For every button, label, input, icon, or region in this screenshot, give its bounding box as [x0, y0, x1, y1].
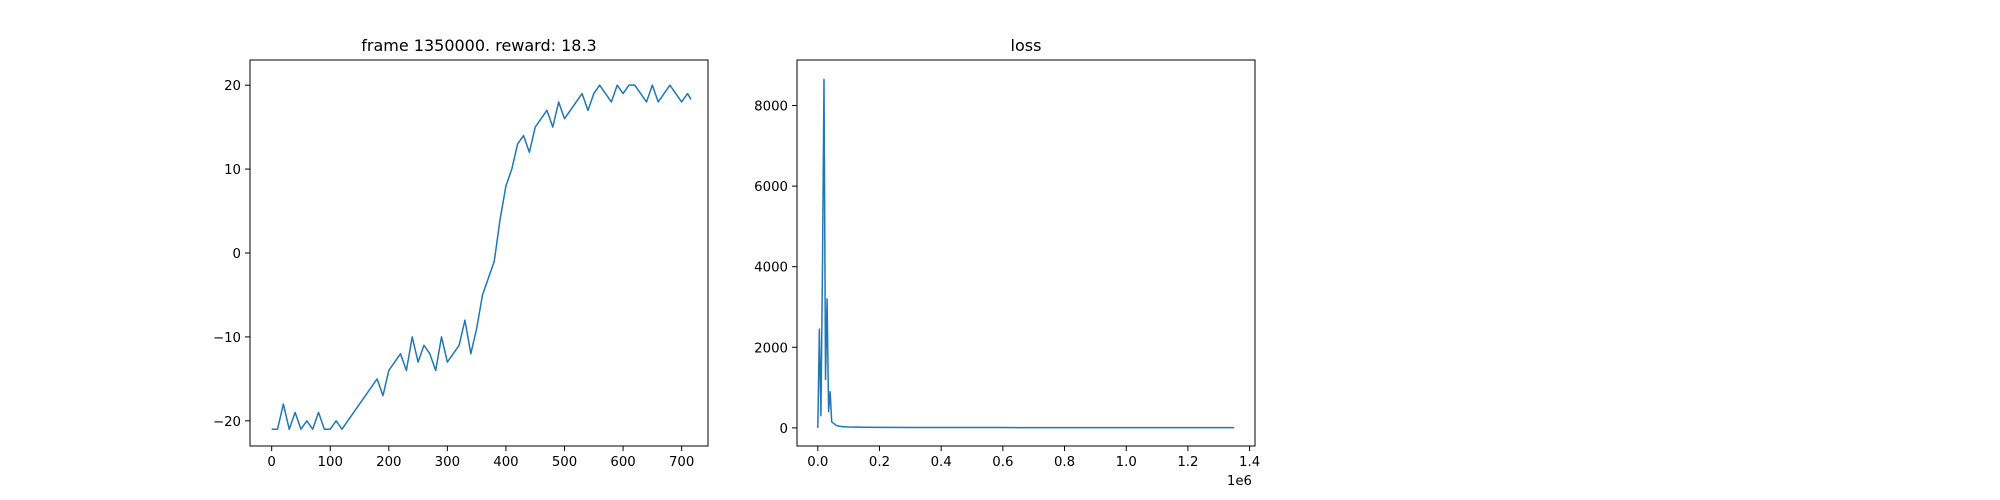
loss-x-tick-label: 1.0 — [1116, 455, 1137, 470]
reward-y-tick-label: −10 — [213, 331, 241, 346]
loss-plot-frame — [796, 59, 1256, 447]
reward-x-tick-label: 100 — [318, 455, 343, 470]
loss-x-tick-label: 1.4 — [1239, 455, 1260, 470]
reward-axis-ticks: 0 100 200 300 400 500 600 700 −20 −10 0 10 20 — [213, 79, 694, 470]
loss-x-tick-label: 0.4 — [931, 455, 952, 470]
loss-x-tick-label: 0.2 — [869, 455, 890, 470]
loss-series-layer — [817, 78, 1235, 429]
reward-x-tick-label: 700 — [669, 455, 694, 470]
loss-axis-ticks: 0.0 0.2 0.4 0.6 0.8 1.0 1.2 1.4 0 2000 4000 6000 800… — [754, 100, 1260, 470]
reward-y-tick-label: 20 — [224, 79, 241, 94]
loss-x-tick-label: 0.0 — [807, 455, 828, 470]
loss-x-tick-label: 1.2 — [1177, 455, 1198, 470]
reward-series-line-0 — [271, 84, 692, 430]
reward-x-tick-label: 300 — [435, 455, 460, 470]
reward-y-tick-label: 0 — [233, 247, 241, 262]
loss-x-offset-label: 1e6 — [1227, 474, 1252, 489]
reward-series-layer — [271, 84, 692, 430]
reward-plot-frame — [249, 59, 709, 447]
loss-y-tick-label: 6000 — [754, 180, 788, 195]
reward-x-tick-label: 500 — [552, 455, 577, 470]
loss-y-tick-label: 4000 — [754, 261, 788, 276]
reward-x-tick-label: 0 — [267, 455, 275, 470]
reward-chart-title: frame 1350000. reward: 18.3 — [361, 36, 596, 55]
loss-y-tick-label: 2000 — [754, 341, 788, 356]
reward-chart: frame 1350000. reward: 18.3 0 100 200 300 40… — [213, 36, 709, 470]
loss-x-tick-label: 0.6 — [992, 455, 1013, 470]
reward-x-tick-label: 200 — [376, 455, 401, 470]
loss-chart-title: loss — [1011, 36, 1042, 55]
loss-chart: loss 0.0 0.2 0.4 0.6 0.8 1.0 1.2 1.4 0 2000 4000 60… — [754, 36, 1260, 489]
loss-y-tick-label: 8000 — [754, 100, 788, 115]
reward-x-tick-label: 600 — [610, 455, 635, 470]
reward-y-tick-label: 10 — [224, 163, 241, 178]
reward-x-tick-label: 400 — [493, 455, 518, 470]
reward-y-tick-label: −20 — [213, 415, 241, 430]
loss-y-tick-label: 0 — [780, 422, 788, 437]
loss-x-tick-label: 0.8 — [1054, 455, 1075, 470]
loss-series-line-0 — [817, 78, 1235, 429]
